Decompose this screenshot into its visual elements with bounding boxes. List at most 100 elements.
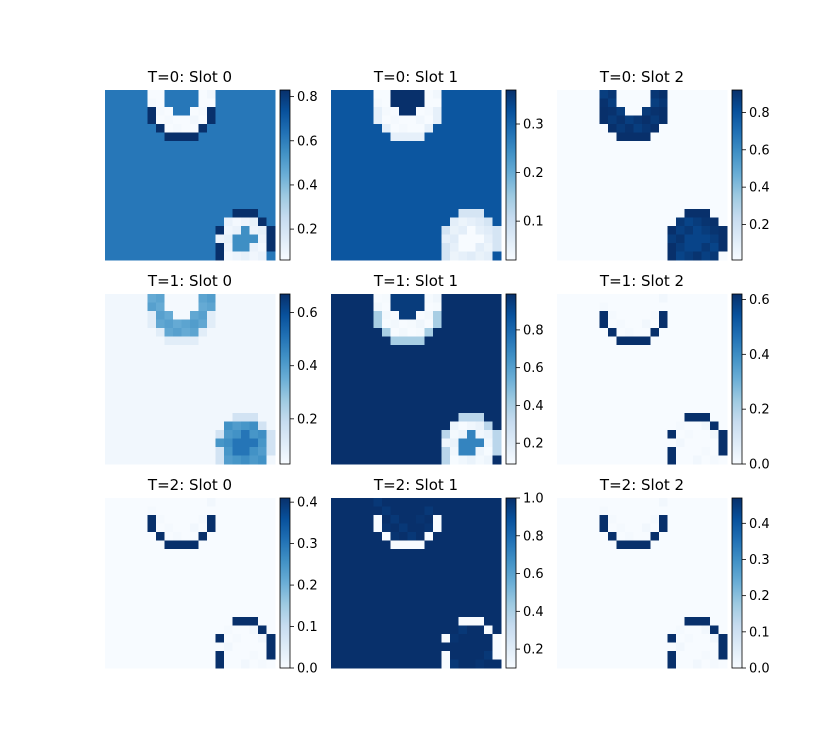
heatmap-cell [382, 115, 391, 125]
heatmap-cell [458, 387, 468, 397]
heatmap-cell [266, 413, 276, 422]
heatmap-cell [458, 642, 468, 652]
heatmap-cell [484, 243, 493, 252]
heatmap-cell [591, 583, 600, 592]
heatmap-cell [625, 396, 634, 405]
heatmap-cell [693, 132, 702, 142]
heatmap-cell [450, 243, 459, 252]
heatmap-cell [224, 617, 233, 626]
heatmap-cell [710, 659, 719, 669]
heatmap-cell [399, 625, 408, 635]
heatmap-cell [565, 574, 575, 584]
heatmap-cell [574, 302, 583, 312]
heatmap-cell [224, 115, 233, 125]
heatmap-cell [475, 455, 485, 465]
heatmap-cell [458, 506, 468, 516]
heatmap-cell [190, 132, 199, 142]
heatmap-cell [701, 506, 711, 516]
heatmap-cell [224, 124, 233, 133]
heatmap-cell [557, 438, 566, 448]
heatmap-cell [224, 166, 233, 176]
heatmap-cell [331, 617, 340, 626]
heatmap-cell [633, 336, 643, 346]
heatmap-cell [130, 328, 140, 337]
heatmap-cell [173, 396, 182, 405]
heatmap-cell [608, 532, 617, 541]
heatmap-cell [701, 608, 711, 618]
heatmap-cell [241, 158, 250, 167]
heatmap-cell [164, 447, 174, 456]
heatmap-cell [348, 651, 357, 660]
heatmap-cell [122, 430, 131, 439]
heatmap-cell [173, 566, 182, 575]
heatmap-cell [458, 107, 468, 116]
heatmap-cell [693, 353, 702, 363]
heatmap-cell [365, 183, 374, 193]
heatmap-cell [266, 532, 276, 541]
heatmap-cell [574, 370, 583, 380]
heatmap-cell [249, 345, 259, 354]
heatmap-cell [407, 506, 417, 516]
heatmap-cell [650, 634, 660, 643]
heatmap-cell [122, 336, 131, 346]
heatmap-cell [399, 600, 408, 609]
heatmap-cell [616, 549, 626, 558]
heatmap-cell [407, 183, 417, 193]
heatmap-cell [693, 158, 702, 167]
heatmap-cell [492, 421, 502, 431]
heatmap-cell [484, 302, 493, 312]
heatmap-cell [348, 311, 357, 320]
heatmap-cell [701, 141, 711, 150]
heatmap-cell [407, 625, 417, 635]
heatmap-cell [122, 566, 131, 575]
heatmap-cell [701, 515, 711, 524]
heatmap-cell [224, 302, 233, 312]
heatmap-cell [667, 438, 677, 448]
heatmap-cell [156, 294, 165, 303]
heatmap-cell [339, 192, 349, 201]
colorbar-tick-label: 0.8 [523, 529, 544, 544]
heatmap-cell [156, 345, 165, 354]
heatmap-cell [608, 294, 617, 303]
heatmap-cell [565, 625, 575, 635]
heatmap-cell [258, 625, 267, 635]
heatmap-cell [105, 583, 114, 592]
heatmap-cell [105, 141, 114, 150]
heatmap-cell [441, 251, 451, 261]
heatmap-cell [642, 166, 651, 176]
heatmap-cell [458, 396, 468, 405]
heatmap-cell [557, 370, 566, 380]
heatmap-cell [348, 124, 357, 133]
heatmap-cell [373, 557, 383, 567]
heatmap-cell [190, 532, 199, 541]
heatmap-cell [249, 353, 259, 363]
heatmap-cell [356, 421, 366, 431]
heatmap-cell [684, 243, 694, 252]
heatmap-cell [198, 183, 208, 193]
heatmap-cell [633, 98, 643, 108]
heatmap-cell [659, 158, 668, 167]
heatmap-cell [181, 124, 191, 133]
heatmap-cell [693, 311, 702, 320]
heatmap-cell [557, 396, 566, 405]
heatmap-cell [198, 617, 208, 626]
heatmap-cell [416, 438, 425, 448]
heatmap-cell [416, 98, 425, 108]
heatmap-cell [616, 625, 626, 635]
heatmap-cell [241, 651, 250, 660]
heatmap-cell [207, 209, 216, 218]
heatmap-cell [266, 583, 276, 592]
heatmap-cell [659, 651, 668, 660]
heatmap-cell [113, 413, 123, 422]
heatmap-cell [718, 532, 728, 541]
heatmap-cell [574, 430, 583, 439]
heatmap-cell [249, 608, 259, 618]
heatmap-cell [659, 217, 668, 227]
heatmap-cell [173, 591, 182, 601]
heatmap-cell [416, 362, 425, 371]
heatmap-cell [173, 557, 182, 567]
heatmap-cell [331, 523, 340, 533]
heatmap-cell [416, 455, 425, 465]
heatmap-cell [147, 404, 157, 414]
heatmap-cell [582, 404, 592, 414]
